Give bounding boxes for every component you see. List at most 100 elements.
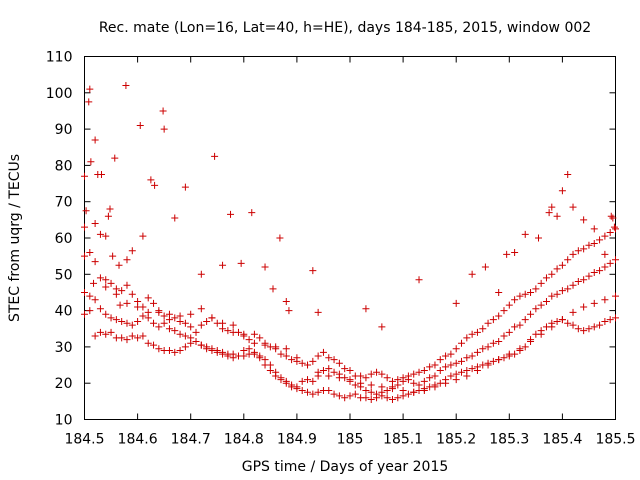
data-point [187, 339, 195, 347]
data-point [197, 270, 205, 278]
data-point [399, 386, 407, 394]
data-point [516, 321, 524, 329]
data-point [516, 345, 524, 353]
data-point [521, 290, 529, 298]
data-point [378, 323, 386, 331]
data-point [288, 383, 296, 391]
data-point [314, 368, 322, 376]
data-point [585, 272, 593, 280]
x-tick-label: 185 [337, 432, 364, 448]
data-point [431, 361, 439, 369]
y-tick-label: 50 [55, 267, 73, 283]
data-point [548, 270, 556, 278]
data-point [383, 394, 391, 402]
data-point [91, 332, 99, 340]
data-point [269, 285, 277, 293]
x-tick-label: 185.4 [542, 432, 582, 448]
data-point [176, 330, 184, 338]
data-point [102, 310, 110, 318]
data-point [272, 343, 280, 351]
data-point [139, 232, 147, 240]
x-tick-label: 185.2 [436, 432, 476, 448]
data-point [335, 392, 343, 400]
data-point [171, 314, 179, 322]
data-point [436, 366, 444, 374]
chart-title: Rec. mate (Lon=16, Lat=40, h=HE), days 1… [99, 20, 591, 36]
data-point [155, 307, 163, 315]
data-point [128, 290, 136, 298]
data-point [277, 376, 285, 384]
data-point [293, 385, 301, 393]
data-point [410, 379, 418, 387]
data-point [442, 363, 450, 371]
data-point [155, 345, 163, 353]
data-point [86, 249, 94, 257]
data-point [527, 337, 535, 345]
data-point [580, 216, 588, 224]
data-point [610, 223, 618, 231]
y-tick-label: 60 [55, 231, 73, 247]
data-point [484, 343, 492, 351]
data-point [266, 361, 274, 369]
data-point [208, 345, 216, 353]
data-point [537, 279, 545, 287]
x-axis-label: GPS time / Days of year 2015 [242, 459, 449, 475]
data-point [601, 317, 609, 325]
data-point [500, 354, 508, 362]
data-point [144, 308, 152, 316]
data-point [606, 229, 614, 237]
data-point [473, 348, 481, 356]
data-point [96, 305, 104, 313]
data-point [134, 334, 142, 342]
data-point [394, 394, 402, 402]
data-point [104, 212, 112, 220]
data-point [330, 368, 338, 376]
data-point [489, 357, 497, 365]
data-point [144, 294, 152, 302]
data-point [128, 247, 136, 255]
data-point [219, 261, 227, 269]
data-point [341, 394, 349, 402]
data-point [569, 250, 577, 258]
data-point [319, 366, 327, 374]
data-point [558, 316, 566, 324]
data-point [106, 205, 114, 213]
data-point [527, 288, 535, 296]
data-point [309, 267, 317, 275]
data-point [362, 305, 370, 313]
data-point [86, 307, 94, 315]
data-point [564, 170, 572, 178]
data-point [187, 323, 195, 331]
data-point [601, 296, 609, 304]
data-point [341, 365, 349, 373]
data-point [330, 356, 338, 364]
data-point [548, 203, 556, 211]
data-point [452, 299, 460, 307]
data-point [87, 158, 95, 166]
data-point [282, 352, 290, 360]
data-point [102, 232, 110, 240]
data-point [181, 332, 189, 340]
data-point [81, 172, 88, 180]
x-tick-label: 184.9 [277, 432, 317, 448]
y-tick-label: 20 [55, 376, 73, 392]
data-point [590, 239, 598, 247]
data-point [511, 296, 519, 304]
data-point [426, 363, 434, 371]
data-point [192, 328, 200, 336]
x-tick-label: 184.7 [171, 432, 211, 448]
data-point [304, 361, 312, 369]
data-point [580, 303, 588, 311]
data-point [537, 330, 545, 338]
data-point [585, 241, 593, 249]
data-point [304, 388, 312, 396]
data-point [91, 296, 99, 304]
data-point [155, 323, 163, 331]
data-point [612, 292, 619, 300]
data-point [378, 392, 386, 400]
data-point [537, 301, 545, 309]
data-point [580, 276, 588, 284]
data-point [229, 328, 237, 336]
data-point [86, 292, 94, 300]
data-point [388, 385, 396, 393]
